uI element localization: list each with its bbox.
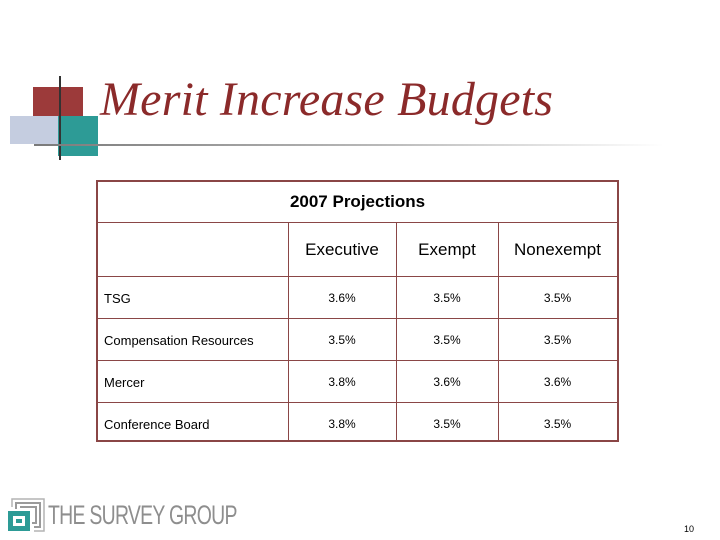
cell-exempt: 3.5% xyxy=(433,291,461,305)
cell-executive: 3.6% xyxy=(328,291,356,305)
cell-executive: 3.8% xyxy=(328,417,356,431)
col-divider xyxy=(498,223,499,442)
col-header-executive: Executive xyxy=(305,239,379,259)
page-number: 10 xyxy=(684,524,695,534)
cell-nonexempt: 3.5% xyxy=(543,291,572,305)
deco-vertical-line xyxy=(59,76,61,160)
col-header-nonexempt: Nonexempt xyxy=(514,239,601,259)
cell-nonexempt: 3.6% xyxy=(543,375,572,389)
row-divider xyxy=(98,360,617,361)
deco-red-square xyxy=(33,87,83,119)
col-divider xyxy=(288,223,289,442)
title-underline xyxy=(34,144,664,146)
slide-title: Merit Increase Budgets xyxy=(100,73,554,126)
row-divider xyxy=(98,276,617,277)
col-header-exempt: Exempt xyxy=(418,239,476,259)
survey-group-logo-icon xyxy=(8,498,45,532)
row-label: Compensation Resources xyxy=(104,332,254,348)
row-label: Mercer xyxy=(104,374,145,390)
row-divider xyxy=(98,402,617,403)
survey-group-logo-text: The Survey Group xyxy=(48,500,237,530)
table-header: 2007 Projections xyxy=(98,182,617,223)
cell-exempt: 3.5% xyxy=(433,417,461,431)
row-label: Conference Board xyxy=(104,416,210,432)
projections-table: 2007 Projections Executive Exempt Nonexe… xyxy=(96,180,619,442)
cell-nonexempt: 3.5% xyxy=(543,333,572,347)
title-decoration xyxy=(0,0,100,170)
cell-nonexempt: 3.5% xyxy=(543,417,572,431)
deco-blue-square xyxy=(10,116,60,144)
row-divider xyxy=(98,318,617,319)
col-divider xyxy=(396,223,397,442)
deco-teal-square xyxy=(58,116,98,156)
cell-executive: 3.5% xyxy=(328,333,356,347)
cell-executive: 3.8% xyxy=(328,375,356,389)
row-label: TSG xyxy=(104,290,131,306)
cell-exempt: 3.5% xyxy=(433,333,461,347)
cell-exempt: 3.6% xyxy=(433,375,461,389)
